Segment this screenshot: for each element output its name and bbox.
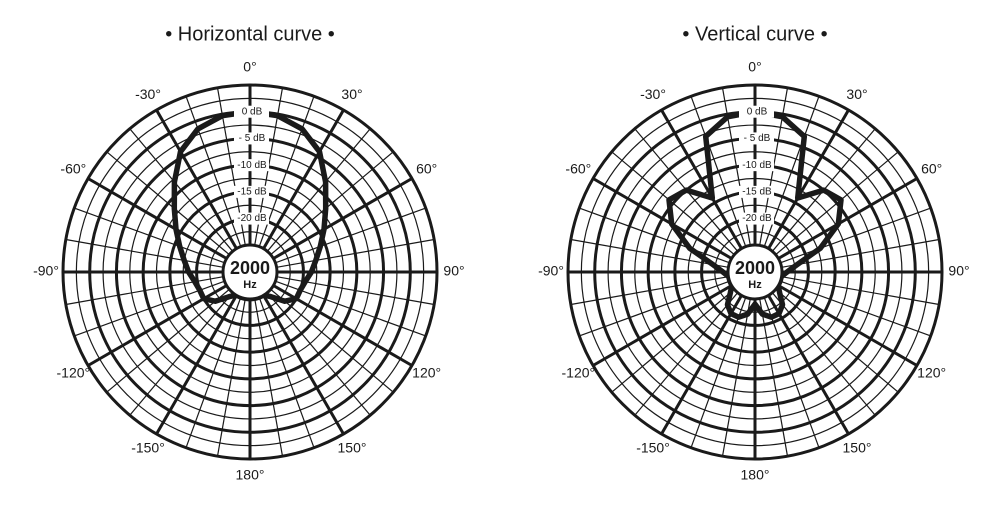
angle-grid-line bbox=[262, 109, 345, 250]
angle-grid-line bbox=[155, 294, 238, 435]
angle-grid-line bbox=[87, 177, 228, 260]
polar-plot: • Vertical curve • 0° 30° 60° 90° 120° 150° 180… bbox=[538, 23, 970, 482]
r-tick-label: - 5 dB bbox=[239, 133, 266, 144]
angle-tick-label: -30° bbox=[640, 86, 666, 102]
tick-label-bg bbox=[739, 132, 774, 145]
angle-grid-line bbox=[660, 109, 743, 250]
angle-grid-line bbox=[767, 109, 850, 250]
angle-tick-label: 180° bbox=[741, 467, 770, 483]
angle-tick-label: 150° bbox=[843, 439, 872, 455]
angle-tick-label: 120° bbox=[917, 365, 946, 381]
angle-tick-label: 90° bbox=[948, 263, 969, 279]
r-tick-label: -15 dB bbox=[742, 186, 772, 197]
center-unit: Hz bbox=[243, 279, 257, 291]
tick-label-bg bbox=[739, 212, 774, 225]
center-disk bbox=[221, 243, 279, 301]
angle-tick-label: -150° bbox=[131, 439, 165, 455]
r-tick-label: 0 dB bbox=[242, 106, 263, 117]
angle-tick-label: -150° bbox=[636, 439, 670, 455]
chart-title: • Vertical curve • bbox=[682, 23, 827, 45]
tick-label-bg bbox=[739, 185, 774, 198]
r-tick-label: -10 dB bbox=[742, 160, 772, 171]
r-tick-label: -10 dB bbox=[237, 160, 267, 171]
center-unit: Hz bbox=[748, 279, 762, 291]
center-label: 2000 bbox=[735, 258, 775, 278]
tick-label-bg bbox=[739, 105, 774, 118]
tick-label-bg bbox=[234, 159, 269, 172]
angle-tick-label: -90° bbox=[538, 263, 564, 279]
angle-tick-label: 60° bbox=[921, 161, 942, 177]
angle-grid-line bbox=[660, 294, 743, 435]
angle-tick-label: 0° bbox=[748, 59, 761, 75]
polar-plot: • Horizontal curve • 0° 30° 60° 90° 120° 150° 1… bbox=[33, 23, 465, 482]
angle-grid-line bbox=[777, 284, 918, 367]
angle-grid-line bbox=[592, 177, 733, 260]
angle-grid-line bbox=[767, 294, 850, 435]
angle-tick-label: -60° bbox=[565, 161, 591, 177]
angle-grid-line bbox=[777, 177, 918, 260]
angle-tick-label: -120° bbox=[57, 365, 91, 381]
response-curve bbox=[171, 108, 329, 304]
angle-tick-label: 90° bbox=[443, 263, 464, 279]
angle-grid-line bbox=[592, 284, 733, 367]
angle-tick-label: -60° bbox=[60, 161, 86, 177]
r-tick-label: - 5 dB bbox=[744, 133, 771, 144]
r-tick-label: -20 dB bbox=[237, 213, 267, 224]
angle-tick-label: 120° bbox=[412, 365, 441, 381]
angle-tick-label: 60° bbox=[416, 161, 437, 177]
angle-tick-label: 180° bbox=[236, 467, 265, 483]
angle-grid-line bbox=[272, 177, 413, 260]
angle-tick-label: 150° bbox=[338, 439, 367, 455]
angle-tick-label: 30° bbox=[846, 86, 867, 102]
r-tick-label: 0 dB bbox=[747, 106, 768, 117]
angle-tick-label: 0° bbox=[243, 59, 256, 75]
angle-grid-line bbox=[262, 294, 345, 435]
angle-grid-line bbox=[155, 109, 238, 250]
tick-label-bg bbox=[234, 105, 269, 118]
tick-label-bg bbox=[234, 132, 269, 145]
center-disk bbox=[726, 243, 784, 301]
center-label: 2000 bbox=[230, 258, 270, 278]
angle-tick-label: -120° bbox=[562, 365, 596, 381]
tick-label-bg bbox=[234, 212, 269, 225]
r-tick-label: -20 dB bbox=[742, 213, 772, 224]
angle-tick-label: 30° bbox=[341, 86, 362, 102]
r-tick-label: -15 dB bbox=[237, 186, 267, 197]
tick-label-bg bbox=[234, 185, 269, 198]
angle-tick-label: -30° bbox=[135, 86, 161, 102]
tick-label-bg bbox=[739, 159, 774, 172]
chart-title: • Horizontal curve • bbox=[165, 23, 335, 45]
angle-tick-label: -90° bbox=[33, 263, 59, 279]
